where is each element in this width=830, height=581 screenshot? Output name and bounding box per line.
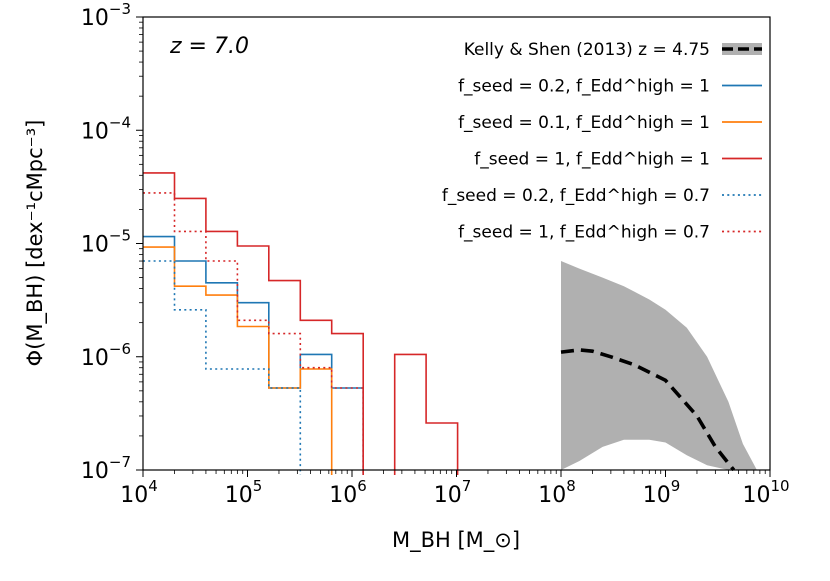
y-tick-label: 10−5 [81, 227, 131, 258]
legend-label: f_seed = 0.2, f_Edd^high = 1 [458, 77, 710, 97]
y-tick-label: 10−7 [81, 453, 131, 484]
x-tick-label: 108 [538, 477, 576, 508]
annotation-text: z = 7.0 [169, 34, 249, 59]
legend-label: Kelly & Shen (2013) z = 4.75 [464, 40, 710, 60]
x-tick-label: 106 [329, 477, 367, 508]
legend-label: f_seed = 1, f_Edd^high = 1 [474, 150, 710, 170]
x-tick-label: 1010 [742, 477, 789, 508]
reference-band-layer [561, 261, 757, 470]
y-tick-label: 10−6 [81, 340, 131, 371]
y-tick-label: 10−3 [81, 0, 131, 31]
x-axis-label: M_BH [M_⊙] [392, 528, 520, 553]
series-line-4 [143, 260, 302, 475]
x-tick-label: 109 [643, 477, 681, 508]
reference-curve-layer [560, 348, 736, 472]
y-axis-label: Φ(M_BH) [dex⁻¹cMpc⁻³] [23, 120, 48, 367]
legend-label: f_seed = 1, f_Edd^high = 0.7 [458, 223, 710, 243]
legend-label: f_seed = 0.2, f_Edd^high = 0.7 [442, 186, 710, 206]
series-line-5 [143, 192, 364, 475]
annotation-redshift: z = 7.0 [169, 34, 249, 59]
x-tick-label: 104 [120, 477, 158, 508]
series-line-3 [143, 172, 459, 475]
legend-label: f_seed = 0.1, f_Edd^high = 1 [458, 113, 710, 133]
x-tick-label: 105 [225, 477, 263, 508]
tick-layer: 104 105 106 107 108 109 1010 10−7 10−6 10−5 10−4 10… [81, 0, 790, 508]
legend: Kelly & Shen (2013) z = 4.75 f_seed = 0.2… [442, 40, 762, 243]
series-line-1 [143, 235, 364, 475]
reference-curve [560, 348, 736, 472]
series-line-2 [143, 246, 333, 475]
reference-band [561, 261, 757, 470]
series-layer [143, 172, 459, 475]
y-tick-label: 10−4 [81, 113, 131, 144]
x-tick-label: 107 [434, 477, 472, 508]
